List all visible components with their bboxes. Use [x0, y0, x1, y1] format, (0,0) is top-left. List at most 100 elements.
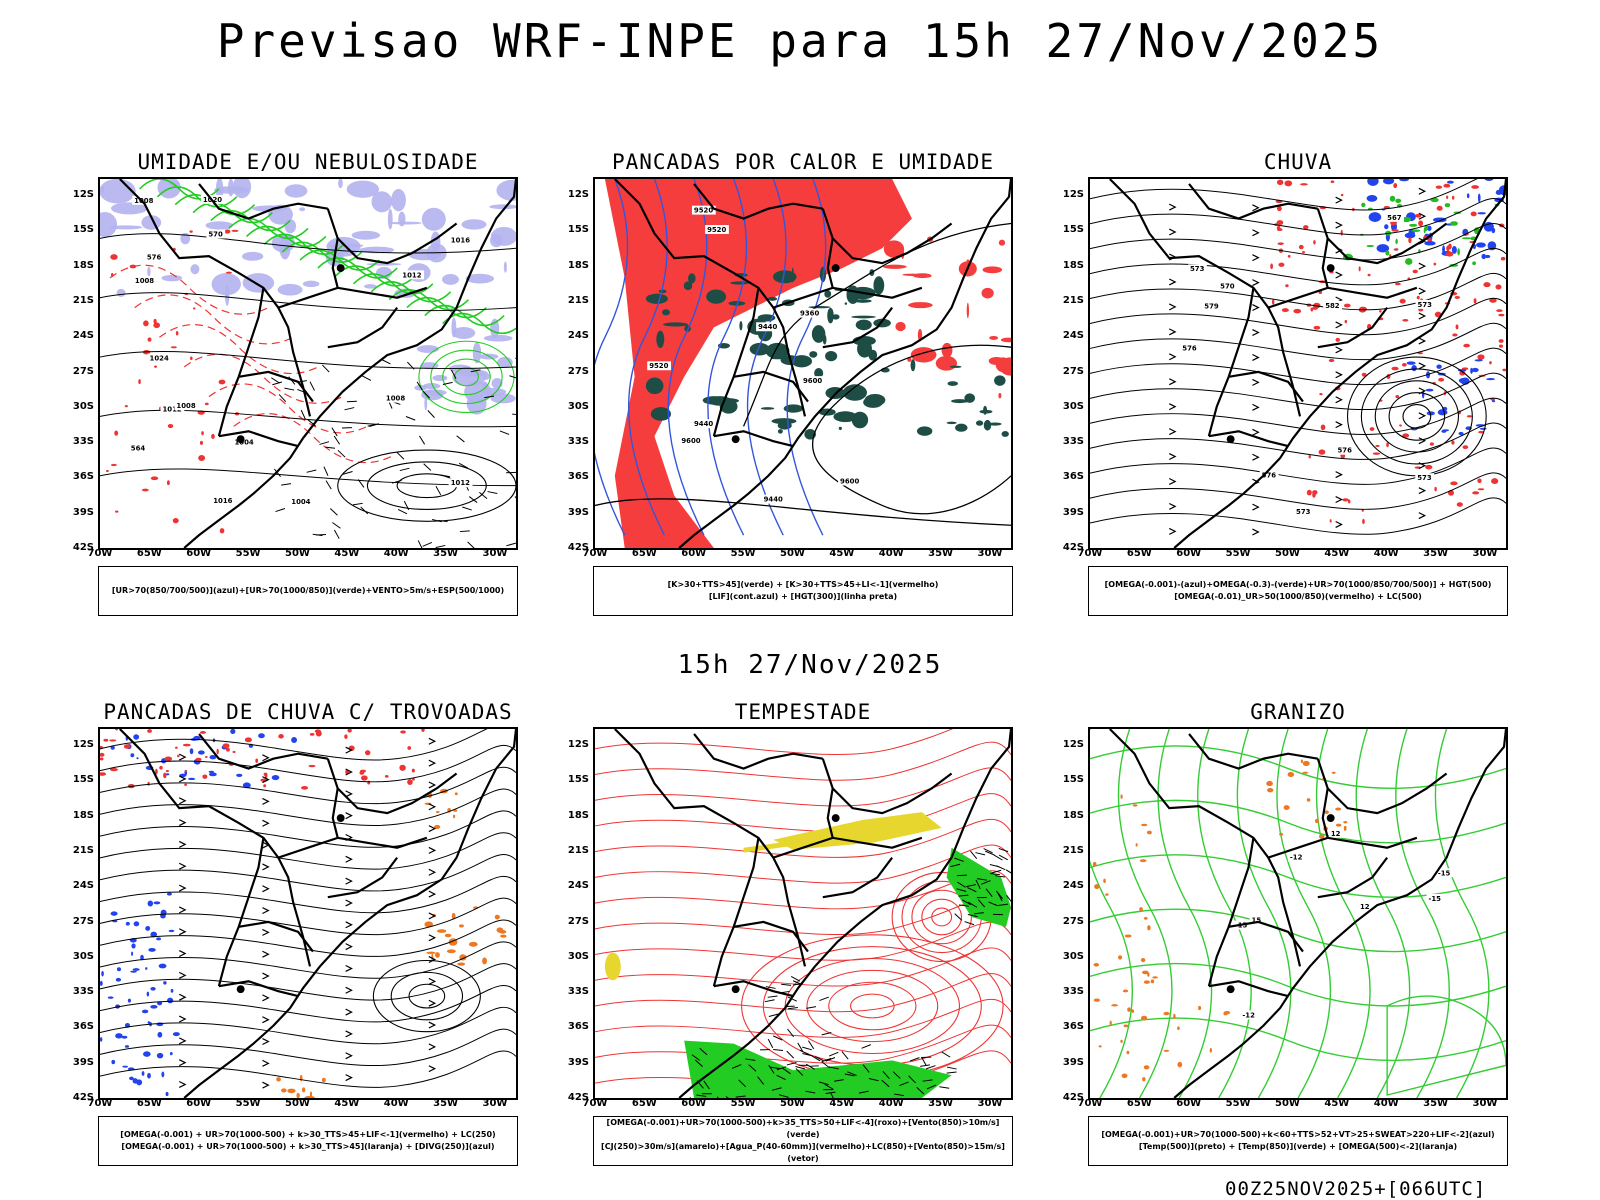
field-patch [457, 962, 466, 966]
pressure-isobar [100, 233, 516, 254]
latitude-tick-label: 12S [72, 189, 94, 200]
svg-text:576: 576 [1262, 472, 1277, 480]
field-patch [228, 179, 234, 197]
border-line [713, 980, 794, 998]
wind-vector [787, 1028, 795, 1038]
field-patch [1308, 455, 1311, 459]
wind-vector [797, 1042, 804, 1052]
field-patch [164, 756, 173, 762]
field-patch [209, 755, 217, 760]
field-patch [100, 211, 118, 238]
flow-arrow [1252, 329, 1260, 336]
border-line [331, 788, 339, 839]
flow-arrow [428, 999, 437, 1007]
flow-arrow [262, 1016, 270, 1024]
field-patch [347, 729, 352, 733]
streamline [100, 985, 516, 1023]
streamline [100, 745, 516, 783]
streamline [100, 919, 516, 957]
contour-label: 567 [1385, 212, 1405, 222]
field-patch [1491, 227, 1496, 234]
latitude-tick-label: 39S [567, 506, 589, 518]
field-patch [150, 986, 156, 991]
field-patch [147, 266, 151, 277]
wind-vector [802, 1052, 813, 1057]
wind-vector [509, 375, 516, 379]
longitude-tick-label: 30W [977, 1098, 1003, 1109]
field-patch [946, 421, 957, 425]
wind-vector [397, 509, 408, 515]
svg-text:1012: 1012 [162, 405, 181, 413]
field-patch [1147, 925, 1151, 931]
temp-850-contour [1117, 729, 1173, 1098]
field-patch [1140, 1015, 1148, 1021]
field-patch [364, 284, 377, 289]
flow-arrow [178, 950, 187, 958]
field-patch [854, 299, 872, 303]
flow-arrow [1418, 262, 1427, 270]
longitude-tick-label: 60W [681, 548, 707, 559]
field-patch [500, 934, 507, 938]
field-patch [1313, 325, 1321, 330]
field-patch [435, 810, 440, 814]
field-patch [1001, 431, 1009, 437]
wind-vector [417, 540, 423, 548]
field-patch [1139, 907, 1143, 912]
panel-legend: [OMEGA(-0.001)-(azul)+OMEGA(-0.3)-(verde… [1088, 566, 1508, 616]
border-line [822, 306, 894, 349]
field-patch [1173, 1013, 1176, 1020]
field-patch [242, 782, 251, 789]
wind-vector [892, 1071, 901, 1079]
wind-vector [767, 1038, 774, 1049]
field-patch [478, 353, 499, 360]
wind-vector [805, 1090, 816, 1094]
flow-arrow [1335, 471, 1343, 479]
field-patch [1126, 1050, 1130, 1055]
longitude-tick-label: 60W [186, 548, 212, 559]
field-patch [873, 276, 885, 295]
field-patch [1120, 794, 1123, 799]
field-patch [1491, 400, 1496, 403]
field-patch [225, 271, 233, 274]
field-patch [351, 230, 381, 240]
border-line [1267, 836, 1418, 859]
svg-text:582: 582 [1325, 302, 1340, 310]
longitude-tick-label: 40W [383, 548, 409, 559]
pressure-isobar [100, 350, 516, 370]
border-line [218, 980, 299, 998]
field-patch [263, 772, 268, 776]
field-patch [1486, 378, 1496, 381]
field-patch [131, 943, 136, 949]
wind-vector [989, 863, 1000, 868]
flow-arrow [178, 775, 187, 783]
longitude-tick-label: 50W [285, 1098, 310, 1109]
field-patch [1328, 358, 1335, 363]
lake [236, 985, 245, 994]
wind-vector [357, 479, 365, 488]
field-patch [219, 528, 225, 534]
svg-text:1016: 1016 [213, 497, 232, 505]
convection-area [604, 179, 912, 548]
field-patch [1444, 203, 1451, 208]
field-patch [1402, 318, 1409, 322]
wind-vector [868, 1078, 879, 1082]
longitude-tick-label: 70W [1077, 1098, 1103, 1109]
wind-vector [862, 1064, 870, 1073]
field-patch [224, 284, 230, 306]
field-patch [683, 281, 693, 291]
wind-vector [956, 888, 967, 892]
svg-text:576: 576 [147, 254, 162, 262]
field-patch [1433, 262, 1437, 266]
latitude-tick-label: 30S [1062, 400, 1084, 412]
field-patch [411, 768, 415, 773]
field-patch [141, 1009, 149, 1014]
field-patch [1276, 220, 1284, 226]
field-patch [1399, 179, 1409, 182]
temp-850-contour [1395, 729, 1450, 1098]
field-patch [150, 1004, 158, 1009]
field-patch [1319, 392, 1323, 396]
streamline [1090, 198, 1506, 236]
humidity-contour [299, 249, 380, 271]
field-patch [133, 921, 140, 927]
field-patch [1124, 934, 1132, 938]
